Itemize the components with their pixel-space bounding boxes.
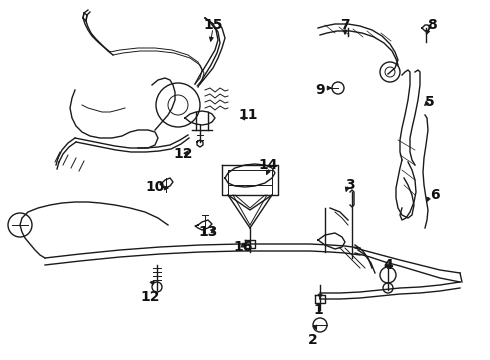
Text: 1: 1 <box>313 303 323 317</box>
Text: 7: 7 <box>340 18 350 32</box>
Text: 14: 14 <box>258 158 278 172</box>
Text: 16: 16 <box>233 240 253 254</box>
Text: 6: 6 <box>430 188 440 202</box>
Text: 10: 10 <box>146 180 165 194</box>
Text: 12: 12 <box>173 147 193 161</box>
Text: 8: 8 <box>427 18 437 32</box>
Text: 3: 3 <box>345 178 355 192</box>
Text: 4: 4 <box>383 258 393 272</box>
Text: 9: 9 <box>315 83 325 97</box>
Text: 2: 2 <box>308 333 318 347</box>
Text: 12: 12 <box>140 290 160 304</box>
Text: 15: 15 <box>203 18 223 32</box>
Text: 5: 5 <box>425 95 435 109</box>
Text: 13: 13 <box>198 225 218 239</box>
Text: 11: 11 <box>238 108 258 122</box>
